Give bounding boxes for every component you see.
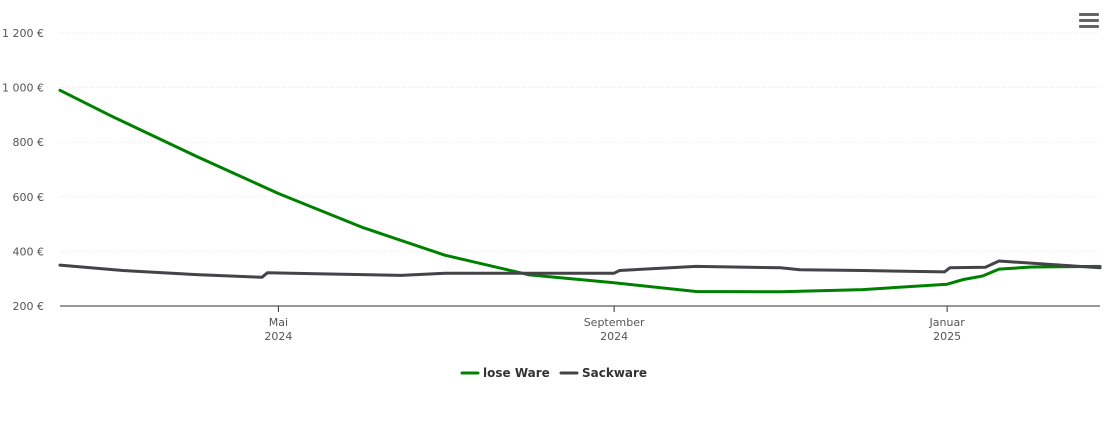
series-lines [58, 88, 1102, 294]
series-line-1[interactable] [58, 259, 1102, 279]
legend-item[interactable]: lose Ware [460, 366, 550, 380]
gridlines [60, 32, 1100, 252]
x-tick-year: 2024 [264, 330, 292, 343]
y-tick-label: 400 € [13, 245, 45, 258]
y-tick-label: 1 000 € [2, 82, 44, 95]
y-axis-ticks: 200 € 400 € 600 € 800 € 1 000 € 1 200 € [2, 27, 44, 313]
x-tick-month: September [584, 316, 645, 329]
hamburger-menu-icon[interactable] [1077, 10, 1101, 32]
legend-label: lose Ware [483, 366, 550, 380]
y-tick-label: 600 € [13, 191, 45, 204]
series-line-0[interactable] [58, 88, 1102, 294]
legend-label: Sackware [582, 366, 647, 380]
x-tick-year: 2024 [600, 330, 628, 343]
legend[interactable]: lose Ware Sackware [460, 366, 647, 380]
x-tick-year: 2025 [933, 330, 961, 343]
x-tick-month: Mai [269, 316, 288, 329]
legend-item[interactable]: Sackware [559, 366, 647, 380]
x-tick-month: Januar [929, 316, 966, 329]
y-tick-label: 1 200 € [2, 27, 44, 40]
y-tick-label: 200 € [13, 300, 45, 313]
y-tick-label: 800 € [13, 136, 45, 149]
